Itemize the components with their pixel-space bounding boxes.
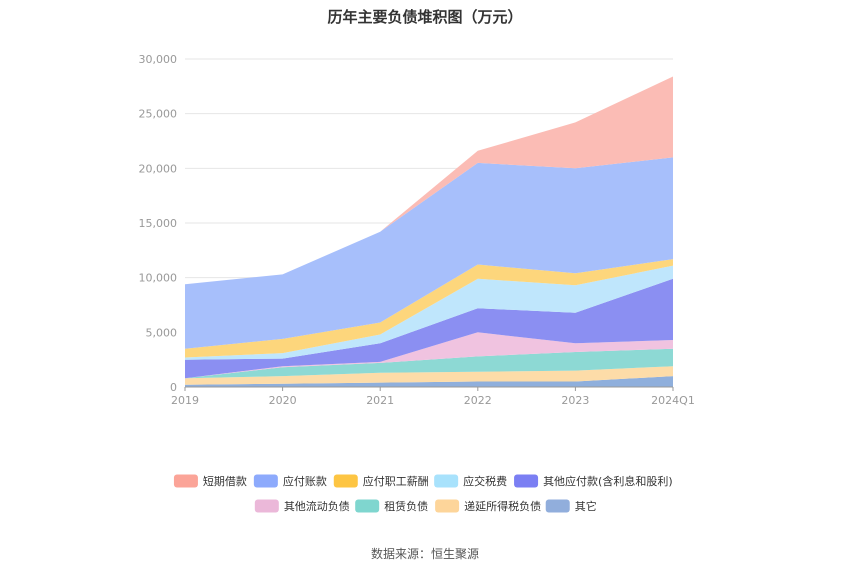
legend-item[interactable]: 其它 (545, 499, 597, 513)
area-series-path (185, 157, 673, 349)
area-series-path (185, 265, 673, 360)
area-series-path (185, 376, 673, 387)
area-series-path (185, 366, 673, 385)
x-tick-label: 2022 (464, 394, 492, 407)
legend-label: 应付账款 (283, 474, 327, 488)
legend-label: 其它 (575, 499, 597, 513)
legend: 短期借款 应付账款 应付职工薪酬 应交税费 其他应付款(含利息和股利) 其他流动负债 租赁负… (173, 474, 673, 513)
legend-swatch (514, 474, 539, 488)
area-series-path (185, 259, 673, 358)
x-tick-label: 2021 (366, 394, 394, 407)
legend-label: 应交税费 (463, 474, 507, 488)
y-tick-label: 30,000 (139, 53, 178, 66)
legend-swatch (355, 499, 380, 513)
x-tick-label: 2024Q1 (651, 394, 695, 407)
legend-item[interactable]: 租赁负债 (355, 499, 428, 513)
legend-label: 短期借款 (203, 474, 247, 488)
area-series-path (185, 278, 673, 379)
y-tick-label: 5,000 (146, 326, 178, 339)
area-series-path (185, 348, 673, 379)
area-series-path (185, 332, 673, 379)
legend-item[interactable]: 其他应付款(含利息和股利) (514, 474, 673, 488)
y-tick-label: 15,000 (139, 217, 178, 230)
legend-item[interactable]: 递延所得税负债 (435, 499, 541, 513)
axes: 0 5,000 10,000 15,000 20,000 25,000 30,000 2019… (139, 53, 695, 407)
x-tick-label: 2020 (269, 394, 297, 407)
x-tick-label: 2023 (561, 394, 589, 407)
chart-title: 历年主要负债堆积图（万元） (327, 8, 522, 26)
x-tick-label: 2019 (171, 394, 199, 407)
legend-label: 其他流动负债 (284, 499, 350, 513)
legend-swatch (173, 474, 198, 488)
legend-swatch (545, 499, 570, 513)
legend-item[interactable]: 应付账款 (253, 474, 327, 488)
legend-label: 其他应付款(含利息和股利) (543, 474, 673, 488)
legend-swatch (254, 499, 279, 513)
legend-item[interactable]: 应付职工薪酬 (333, 474, 429, 488)
legend-item[interactable]: 应交税费 (434, 474, 507, 488)
legend-swatch (253, 474, 278, 488)
legend-label: 租赁负债 (384, 499, 428, 513)
y-tick-label: 10,000 (139, 272, 178, 285)
legend-swatch (434, 474, 459, 488)
legend-swatch (333, 474, 358, 488)
legend-label: 递延所得税负债 (464, 499, 541, 513)
y-tick-label: 20,000 (139, 162, 178, 175)
data-source: 数据来源：恒生聚源 (371, 546, 479, 561)
legend-swatch (435, 499, 460, 513)
y-tick-label: 25,000 (139, 108, 178, 121)
y-tick-label: 0 (170, 381, 177, 394)
legend-label: 应付职工薪酬 (363, 474, 429, 488)
legend-item[interactable]: 其他流动负债 (254, 499, 350, 513)
legend-item[interactable]: 短期借款 (173, 474, 247, 488)
area-series (185, 76, 673, 387)
